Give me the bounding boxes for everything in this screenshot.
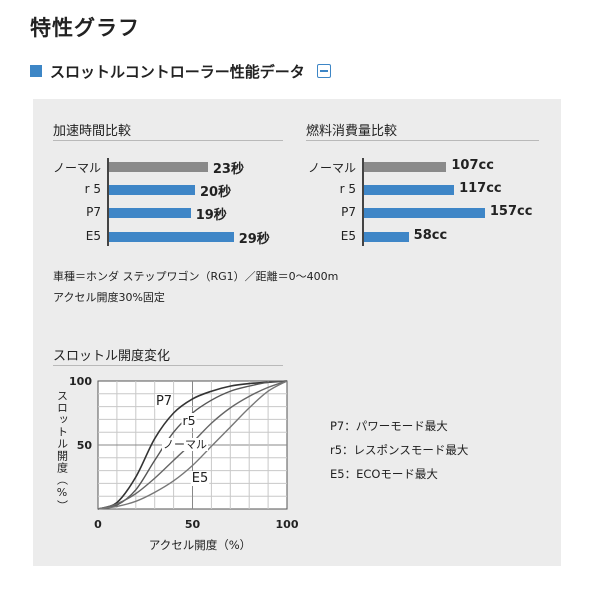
throttle-title-underline	[53, 365, 283, 366]
accel-bar-label: E5	[85, 229, 101, 243]
fuel-bar-label: E5	[340, 229, 356, 243]
fuel-bar-value: 117cc	[459, 181, 502, 196]
fuel-bar	[364, 208, 485, 218]
fuel-chart-title: 燃料消費量比較	[306, 124, 398, 139]
accel-bar-label: P7	[86, 205, 101, 219]
accel-bar	[109, 162, 208, 172]
fuel-bar-value: 107cc	[451, 158, 494, 173]
fuel-bar	[364, 185, 455, 195]
minus-square-icon	[319, 70, 328, 72]
fuel-bar	[364, 232, 409, 242]
accel-axis-line	[107, 158, 109, 246]
accel-bar	[109, 185, 195, 195]
accel-bar-value: 20秒	[200, 185, 232, 200]
square-bullet-icon	[30, 65, 42, 77]
collapse-button[interactable]	[316, 64, 331, 78]
legend-e5: E5：ECOモード最大	[330, 467, 438, 481]
fuel-bar-label: P7	[341, 205, 356, 219]
accel-bar-label: r 5	[84, 182, 101, 196]
fuel-bar-value: 157cc	[489, 204, 533, 219]
accel-bar-value: 23秒	[212, 162, 244, 177]
accel-bar-value: 19秒	[195, 208, 227, 223]
accel-chart-title: 加速時間比較	[53, 124, 132, 139]
page-title: 特性グラフ	[30, 16, 140, 40]
accel-title-underline	[53, 140, 283, 141]
throttle-chart-title: スロットル開度変化	[53, 349, 171, 364]
fuel-bar-label: r 5	[339, 182, 356, 196]
fuel-bar-value: 58cc	[413, 228, 448, 243]
accel-bar-value: 29秒	[238, 232, 270, 247]
accel-bar	[109, 208, 191, 218]
accel-bar-label: ノーマル	[52, 161, 101, 175]
fuel-title-underline	[306, 140, 539, 141]
legend-r5: r5：レスポンスモード最大	[330, 443, 469, 457]
test-conditions-note: 車種＝ホンダ ステップワゴン（RG1）／距離＝0～400m	[53, 270, 339, 283]
section-title: スロットルコントローラー性能データ	[50, 62, 305, 81]
legend-p7: P7：パワーモード最大	[330, 419, 448, 433]
throttle-fixed-note: アクセル開度30%固定	[53, 291, 165, 304]
accel-bar	[109, 232, 234, 242]
fuel-axis-line	[362, 158, 364, 246]
section-header: スロットルコントローラー性能データ	[30, 60, 331, 82]
fuel-bar	[364, 162, 447, 172]
fuel-bar-label: ノーマル	[307, 161, 356, 175]
